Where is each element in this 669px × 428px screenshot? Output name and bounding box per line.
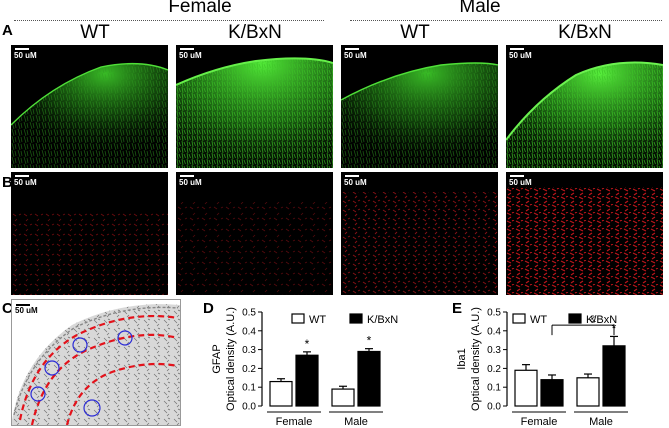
group-title-female: Female xyxy=(168,0,232,17)
bar-wt-female xyxy=(514,369,538,407)
micrograph-gfap-male-wt: 50 uM xyxy=(341,45,498,168)
divider-female xyxy=(14,20,324,21)
panel-letter-d: D xyxy=(203,300,214,317)
scale-label: 50 uM xyxy=(509,51,532,60)
y-tick-label: 0.5 xyxy=(242,308,256,319)
y-tick-label: 0.4 xyxy=(487,326,501,337)
bar-wt-female xyxy=(269,380,293,407)
significance-marker: * xyxy=(612,321,617,335)
bar-kbxn-female xyxy=(295,354,319,407)
bar-wt-male xyxy=(576,377,600,407)
micrograph-gfap-female-kbxn-image xyxy=(176,57,333,168)
column-title-female-kbxn: K/BxN xyxy=(228,22,282,43)
micrograph-iba1-male-wt-image xyxy=(341,192,498,295)
column-title-male-wt: WT xyxy=(400,22,430,43)
legend-swatch-kbxn xyxy=(349,313,363,324)
scale-label: 50 uM xyxy=(14,51,37,60)
x-tick-label: Female xyxy=(521,416,558,428)
micrograph-iba1-female-wt: 50 uM xyxy=(11,172,168,295)
significance-marker: * xyxy=(305,337,310,351)
scale-bar xyxy=(15,175,29,177)
micrograph-iba1-female-kbxn: 50 uM xyxy=(176,172,333,295)
scale-bar xyxy=(345,48,359,50)
y-tick-label: 0.2 xyxy=(487,364,501,375)
gfap-chart: GFAP Optical density (A.U.) 0.0 0.1 0.2 0.3 0.… xyxy=(211,307,398,428)
iba1-chart: Iba1 Optical density (A.U.) 0.0 0.1 0.2 0.3 0.… xyxy=(456,307,628,428)
y-tick-label: 0.5 xyxy=(487,308,501,319)
y-tick-label: 0.0 xyxy=(487,402,501,413)
y-tick-label: 0.0 xyxy=(242,402,256,413)
legend-label-kbxn: K/BxN xyxy=(367,314,398,326)
y-tick-label: 0.1 xyxy=(487,383,501,394)
sampling-circle xyxy=(72,337,88,353)
y-axis-label: Optical density (A.U.) xyxy=(470,307,482,411)
scale-label: 50 uM xyxy=(14,178,37,187)
micrograph-iba1-male-wt: 50 uM xyxy=(341,172,498,295)
sampling-circle xyxy=(44,360,60,376)
micrograph-iba1-male-kbxn-image xyxy=(506,187,663,295)
scale-bar xyxy=(15,48,29,50)
legend-label-wt: WT xyxy=(530,314,547,326)
micrograph-gfap-male-kbxn-image xyxy=(506,61,663,168)
bar-kbxn-male xyxy=(602,345,626,407)
y-tick-label: 0.1 xyxy=(242,383,256,394)
micrograph-gfap-male-kbxn: 50 uM xyxy=(506,45,663,168)
y-tick-label: 0.2 xyxy=(242,364,256,375)
scale-bar xyxy=(345,175,359,177)
bar-wt-male xyxy=(331,388,355,407)
dashed-boundary-middle xyxy=(30,333,179,425)
column-title-male-kbxn: K/BxN xyxy=(558,22,612,43)
x-tick-label: Male xyxy=(344,416,368,428)
legend-label-kbxn: K/BxN xyxy=(586,314,617,326)
legend-swatch-wt xyxy=(512,313,526,324)
panel-letter-b: B xyxy=(2,174,13,191)
scale-label-dark: 50 uM xyxy=(15,306,38,315)
micrograph-gfap-female-wt-image xyxy=(11,62,168,168)
sampling-circle xyxy=(117,330,133,346)
legend-label-wt: WT xyxy=(309,314,326,326)
y-tick-label: 0.3 xyxy=(487,345,501,356)
scale-label: 50 uM xyxy=(179,178,202,187)
legend-swatch-wt xyxy=(291,313,305,324)
divider-male xyxy=(350,20,662,21)
group-title-male: Male xyxy=(459,0,501,17)
bar-kbxn-female xyxy=(540,379,564,407)
column-title-female-wt: WT xyxy=(80,22,110,43)
scale-label: 50 uM xyxy=(179,51,202,60)
scale-bar xyxy=(510,48,524,50)
region-schematic: 50 uM xyxy=(11,299,181,426)
bar-kbxn-male xyxy=(357,350,381,407)
scale-bar xyxy=(180,48,194,50)
dashed-boundary-outer xyxy=(18,314,179,421)
sampling-circle xyxy=(83,399,101,417)
scale-bar xyxy=(510,175,524,177)
micrograph-gfap-female-wt: 50 uM xyxy=(11,45,168,168)
y-axis-label: Optical density (A.U.) xyxy=(225,307,237,411)
micrograph-iba1-female-kbxn-image xyxy=(176,202,333,295)
micrograph-iba1-male-kbxn: 50 uM xyxy=(506,172,663,295)
legend-swatch-kbxn xyxy=(568,313,582,324)
y-axis-title: Iba1 xyxy=(456,348,468,369)
sampling-circle xyxy=(30,386,46,402)
scale-label: 50 uM xyxy=(344,178,367,187)
scale-label: 50 uM xyxy=(509,178,532,187)
panel-letter-e: E xyxy=(452,300,463,317)
x-tick-label: Female xyxy=(276,416,313,428)
micrograph-gfap-female-kbxn: 50 uM xyxy=(176,45,333,168)
y-tick-label: 0.4 xyxy=(242,326,256,337)
panel-letter-a: A xyxy=(2,22,13,39)
scale-label: 50 uM xyxy=(344,51,367,60)
scale-bar xyxy=(180,175,194,177)
dashed-boundary-inner xyxy=(65,362,179,425)
y-axis-title: GFAP xyxy=(211,344,223,373)
comparison-marker: & xyxy=(590,314,596,324)
y-tick-label: 0.3 xyxy=(242,345,256,356)
region-schematic-image xyxy=(12,304,180,425)
x-tick-label: Male xyxy=(589,416,613,428)
panel-letter-c: C xyxy=(2,300,13,317)
micrograph-gfap-male-wt-image xyxy=(341,62,498,168)
significance-marker: * xyxy=(367,334,372,348)
micrograph-iba1-female-wt-image xyxy=(11,212,168,295)
